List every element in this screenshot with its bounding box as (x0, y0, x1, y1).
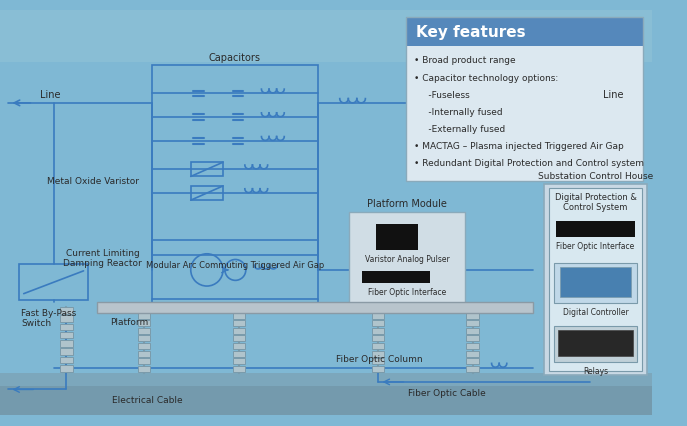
Bar (233, 343, 245, 349)
Bar (191, 163, 223, 177)
Bar (406, 47, 644, 181)
Bar (406, 18, 644, 47)
Bar (554, 264, 637, 303)
Bar (60, 324, 73, 331)
Bar (97, 302, 533, 313)
Bar (466, 351, 479, 357)
Text: • Broad product range: • Broad product range (414, 56, 515, 65)
Bar (138, 343, 150, 349)
Text: Relays: Relays (583, 366, 608, 375)
Text: Digital Controller: Digital Controller (563, 308, 629, 317)
Bar (548, 189, 642, 371)
Text: Fiber Optic Cable: Fiber Optic Cable (408, 388, 486, 397)
Text: Substation Control House: Substation Control House (538, 171, 653, 180)
Bar (372, 351, 384, 357)
Bar (60, 348, 73, 355)
Bar (233, 366, 245, 372)
Bar (233, 328, 245, 334)
Text: Varistor Analog Pulser: Varistor Analog Pulser (365, 254, 449, 263)
Bar (361, 271, 430, 284)
Bar (349, 213, 465, 307)
Bar (372, 320, 384, 326)
Text: -Internally fused: -Internally fused (414, 107, 502, 116)
Bar (376, 225, 418, 250)
Text: Metal Oxide Varistor: Metal Oxide Varistor (47, 177, 139, 186)
Text: Fiber Optic Column: Fiber Optic Column (337, 354, 423, 363)
Bar (60, 365, 73, 372)
Bar (191, 187, 223, 201)
Bar (544, 184, 647, 375)
Bar (60, 357, 73, 363)
Bar (60, 340, 73, 347)
Text: Capacitors: Capacitors (209, 53, 261, 63)
Text: Platform Module: Platform Module (367, 199, 447, 209)
Bar (372, 313, 384, 319)
Bar (466, 313, 479, 319)
Bar (138, 351, 150, 357)
Bar (0, 374, 652, 415)
Text: Key features: Key features (416, 25, 526, 40)
Bar (372, 358, 384, 364)
Bar (372, 366, 384, 372)
Text: Line: Line (602, 90, 623, 100)
Bar (466, 366, 479, 372)
Bar (406, 18, 644, 181)
Bar (0, 386, 652, 415)
Bar (138, 313, 150, 319)
Text: Line: Line (40, 90, 60, 100)
Bar (233, 351, 245, 357)
Bar (233, 313, 245, 319)
Bar (233, 320, 245, 326)
Bar (554, 326, 637, 362)
Bar (138, 328, 150, 334)
Bar (152, 241, 318, 299)
Text: Current Limiting
Damping Reactor: Current Limiting Damping Reactor (63, 248, 142, 268)
Text: Platform: Platform (110, 317, 148, 326)
Bar (60, 307, 73, 314)
Bar (372, 328, 384, 334)
Bar (372, 343, 384, 349)
Bar (558, 330, 633, 357)
Bar (138, 336, 150, 342)
Bar (466, 343, 479, 349)
Bar (233, 358, 245, 364)
Bar (560, 268, 631, 298)
Text: Modular Arc Commuting Triggered Air Gap: Modular Arc Commuting Triggered Air Gap (146, 260, 324, 269)
Bar (138, 366, 150, 372)
Bar (372, 336, 384, 342)
Text: -Fuseless: -Fuseless (414, 90, 469, 99)
Text: Electrical Cable: Electrical Cable (112, 395, 183, 404)
Text: Fiber Optic Interface: Fiber Optic Interface (368, 288, 447, 296)
Bar (152, 66, 318, 255)
Text: Fast By-Pass
Switch: Fast By-Pass Switch (21, 308, 76, 327)
Bar (556, 221, 635, 237)
Text: Digital Protection &
Control System: Digital Protection & Control System (554, 193, 636, 212)
Bar (0, 11, 652, 63)
Bar (19, 265, 88, 301)
Text: • MACTAG – Plasma injected Triggered Air Gap: • MACTAG – Plasma injected Triggered Air… (414, 141, 624, 150)
Bar (233, 336, 245, 342)
Bar (466, 320, 479, 326)
Text: Fiber Optic Interface: Fiber Optic Interface (556, 241, 635, 250)
Bar (138, 320, 150, 326)
Text: -Externally fused: -Externally fused (414, 124, 505, 133)
Bar (466, 358, 479, 364)
Bar (466, 336, 479, 342)
Bar (138, 358, 150, 364)
Bar (60, 332, 73, 339)
Text: • Capacitor technology options:: • Capacitor technology options: (414, 73, 558, 82)
Text: • Redundant Digital Protection and Control system: • Redundant Digital Protection and Contr… (414, 158, 644, 167)
Bar (60, 316, 73, 322)
Bar (466, 328, 479, 334)
